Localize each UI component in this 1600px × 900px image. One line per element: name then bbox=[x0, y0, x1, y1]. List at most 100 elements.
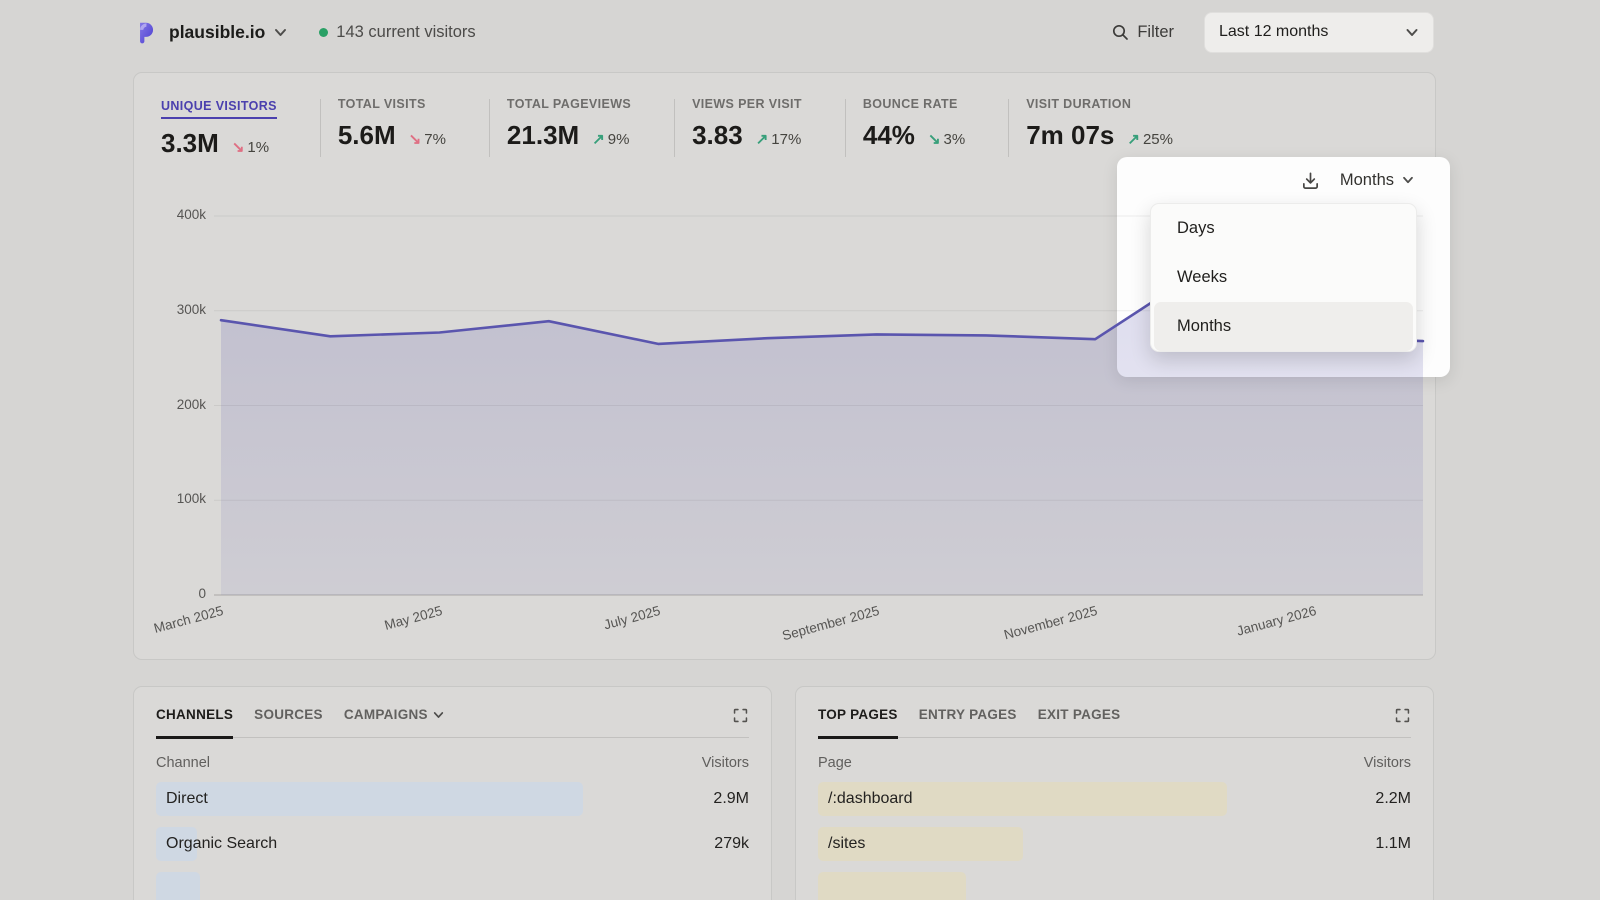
x-tick-label: July 2025 bbox=[602, 603, 662, 633]
trend-down-icon: ↘ bbox=[231, 139, 245, 156]
search-icon bbox=[1113, 24, 1129, 40]
tab-label: SOURCES bbox=[254, 707, 323, 722]
interval-selected-label: Months bbox=[1339, 170, 1394, 189]
table-row[interactable] bbox=[818, 872, 1411, 900]
stat-change: ↗ 25% bbox=[1127, 130, 1173, 148]
current-visitors[interactable]: 143 current visitors bbox=[319, 22, 476, 42]
live-dot-icon bbox=[319, 27, 329, 37]
stat-label: BOUNCE RATE bbox=[862, 97, 958, 111]
stat-change-pct: 3% bbox=[943, 131, 966, 148]
tabs-row: CHANNELS SOURCES CAMPAIGNS bbox=[156, 687, 749, 739]
chevron-down-icon bbox=[1403, 176, 1413, 184]
tab-campaigns[interactable]: CAMPAIGNS bbox=[344, 707, 444, 737]
x-tick-label: March 2025 bbox=[152, 603, 225, 636]
stats-row: UNIQUE VISITORS 3.3M ↘ 1% TOTAL VISITS 5.6M ↘ 7… bbox=[161, 97, 1216, 159]
site-switcher[interactable]: plausible.io bbox=[169, 22, 287, 43]
row-bar bbox=[818, 827, 1023, 861]
trend-up-icon: ↗ bbox=[755, 131, 769, 148]
interval-option-days[interactable]: Days bbox=[1177, 219, 1215, 237]
x-tick-label: January 2026 bbox=[1234, 603, 1318, 639]
interval-option-months[interactable]: Months bbox=[1154, 302, 1413, 351]
tab-channels[interactable]: CHANNELS bbox=[156, 707, 234, 739]
row-label: Direct bbox=[166, 790, 208, 807]
stat-change-pct: 7% bbox=[424, 131, 446, 148]
date-range-value: Last 12 months bbox=[1219, 23, 1329, 40]
expand-icon[interactable] bbox=[732, 707, 749, 737]
trend-up-icon: ↗ bbox=[1127, 131, 1140, 148]
stat-label: TOTAL PAGEVIEWS bbox=[506, 97, 632, 111]
row-bar bbox=[818, 782, 1228, 816]
y-tick-label: 0 bbox=[198, 586, 206, 601]
stat-views-per-visit[interactable]: VIEWS PER VISIT 3.83 ↗ 17% bbox=[692, 97, 828, 159]
date-range-select[interactable]: Last 12 months bbox=[1204, 11, 1434, 53]
tab-top-pages[interactable]: TOP PAGES bbox=[818, 707, 898, 739]
x-tick-label: November 2025 bbox=[1002, 603, 1100, 643]
filter-button[interactable]: Filter bbox=[1112, 23, 1174, 42]
current-visitors-label: 143 current visitors bbox=[336, 22, 476, 41]
tab-exit-pages[interactable]: EXIT PAGES bbox=[1038, 707, 1121, 737]
chevron-down-icon bbox=[275, 28, 287, 36]
stat-change-pct: 17% bbox=[771, 131, 802, 148]
stat-visit-duration[interactable]: VISIT DURATION 7m 07s ↗ 25% bbox=[1026, 97, 1199, 159]
column-name-header: Channel bbox=[156, 755, 211, 771]
stat-value: 3.3M bbox=[161, 128, 219, 158]
stat-change: ↘ 1% bbox=[232, 138, 269, 156]
tab-label: CAMPAIGNS bbox=[343, 707, 428, 722]
stat-value: 7m 07s bbox=[1026, 120, 1115, 150]
table-row-dashboard[interactable]: /:dashboard 2.2M bbox=[818, 782, 1411, 816]
channels-panel: CHANNELS SOURCES CAMPAIGNS Channel Visitors D… bbox=[133, 686, 772, 900]
tab-entry-pages[interactable]: ENTRY PAGES bbox=[919, 707, 1017, 737]
stat-value-row: 3.83 ↗ 17% bbox=[692, 120, 802, 151]
stat-value: 44% bbox=[862, 120, 915, 150]
stat-total-visits[interactable]: TOTAL VISITS 5.6M ↘ 7% bbox=[338, 97, 472, 159]
chevron-down-icon bbox=[1406, 28, 1418, 36]
row-bar bbox=[156, 782, 583, 816]
stat-value: 21.3M bbox=[506, 120, 580, 150]
x-tick-label: September 2025 bbox=[780, 603, 881, 644]
column-headers: Page Visitors bbox=[818, 755, 1411, 771]
trend-down-icon: ↘ bbox=[408, 131, 422, 148]
filter-label: Filter bbox=[1137, 22, 1174, 41]
table-row[interactable] bbox=[156, 872, 749, 900]
interval-menu: Days Weeks Months bbox=[1150, 203, 1417, 352]
stat-divider bbox=[674, 99, 676, 157]
row-value: 279k bbox=[714, 835, 749, 852]
stat-unique-visitors[interactable]: UNIQUE VISITORS 3.3M ↘ 1% bbox=[161, 97, 303, 159]
table-row-sites[interactable]: /sites 1.1M bbox=[818, 827, 1411, 861]
tab-sources[interactable]: SOURCES bbox=[254, 707, 323, 737]
table-row-organic-search[interactable]: Organic Search 279k bbox=[156, 827, 749, 861]
row-bar bbox=[818, 872, 967, 900]
interval-select-button[interactable]: Months bbox=[1340, 171, 1414, 190]
stat-change-pct: 9% bbox=[607, 131, 630, 148]
table-row-direct[interactable]: Direct 2.9M bbox=[156, 782, 749, 816]
column-headers: Channel Visitors bbox=[156, 755, 749, 771]
stat-value-row: 44% ↘ 3% bbox=[863, 120, 965, 151]
stat-bounce-rate[interactable]: BOUNCE RATE 44% ↘ 3% bbox=[863, 97, 991, 159]
stat-value-row: 3.3M ↘ 1% bbox=[161, 128, 277, 159]
y-tick-label: 400k bbox=[176, 207, 206, 222]
row-label: Organic Search bbox=[166, 835, 278, 852]
stat-change-pct: 25% bbox=[1142, 131, 1173, 148]
pages-panel: TOP PAGES ENTRY PAGES EXIT PAGES Page Visito… bbox=[795, 686, 1434, 900]
download-icon[interactable] bbox=[1301, 171, 1320, 190]
column-value-header: Visitors bbox=[1363, 755, 1411, 771]
column-name-header: Page bbox=[818, 755, 852, 771]
stat-label: VIEWS PER VISIT bbox=[692, 97, 802, 111]
row-value: 2.9M bbox=[713, 790, 749, 807]
trend-down-icon: ↘ bbox=[927, 131, 941, 148]
stat-value-row: 5.6M ↘ 7% bbox=[338, 120, 446, 151]
stat-label: VISIT DURATION bbox=[1026, 97, 1132, 111]
stat-change: ↘ 7% bbox=[409, 130, 446, 148]
trend-up-icon: ↗ bbox=[592, 131, 605, 148]
tab-label: CHANNELS bbox=[156, 707, 234, 722]
expand-icon[interactable] bbox=[1394, 707, 1411, 737]
tabs-row: TOP PAGES ENTRY PAGES EXIT PAGES bbox=[818, 687, 1411, 739]
row-label: /:dashboard bbox=[828, 790, 913, 807]
stat-value-row: 21.3M ↗ 9% bbox=[507, 120, 631, 151]
row-label: /sites bbox=[828, 835, 866, 852]
stat-total-pageviews[interactable]: TOTAL PAGEVIEWS 21.3M ↗ 9% bbox=[507, 97, 657, 159]
stat-change-pct: 1% bbox=[247, 139, 270, 156]
stat-divider bbox=[319, 99, 321, 157]
stat-label: UNIQUE VISITORS bbox=[161, 99, 277, 119]
interval-option-weeks[interactable]: Weeks bbox=[1177, 268, 1228, 286]
